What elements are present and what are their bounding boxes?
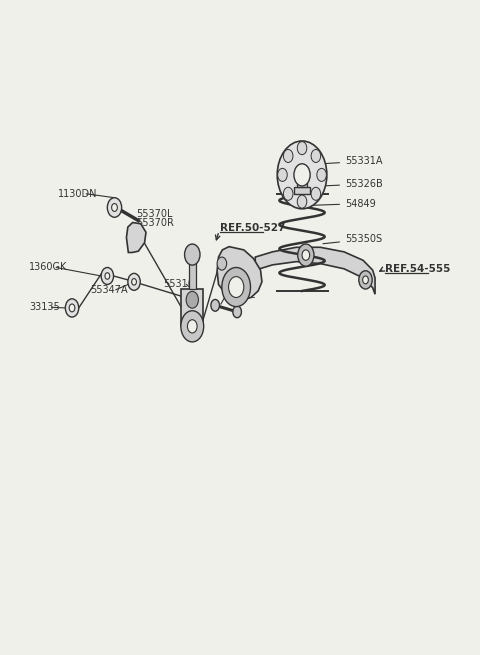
Text: 55370L: 55370L [136,208,172,219]
Polygon shape [189,255,196,289]
Polygon shape [255,248,375,294]
Circle shape [363,276,368,284]
Text: 55370R: 55370R [136,217,174,228]
Circle shape [186,291,198,309]
Circle shape [311,149,321,162]
Circle shape [65,299,79,317]
Polygon shape [181,289,203,326]
Circle shape [217,257,227,270]
Circle shape [211,299,219,311]
Text: REF.50-527: REF.50-527 [220,223,285,233]
Circle shape [298,244,314,266]
Circle shape [311,187,321,200]
Circle shape [112,204,117,212]
Text: 1360GK: 1360GK [29,263,68,272]
Text: 55392: 55392 [225,290,256,300]
Circle shape [283,187,293,200]
Circle shape [302,250,310,260]
Text: 55326B: 55326B [311,179,383,189]
Circle shape [222,267,251,307]
Text: 55347A: 55347A [90,285,128,295]
Text: 55350S: 55350S [323,234,382,244]
Text: 1130DN: 1130DN [58,189,97,199]
Circle shape [278,168,287,181]
Polygon shape [126,223,146,252]
Circle shape [132,278,136,285]
Text: 55331A: 55331A [313,156,383,166]
Circle shape [283,149,293,162]
Polygon shape [297,182,307,187]
Circle shape [297,141,307,155]
Circle shape [297,195,307,208]
Text: 55310: 55310 [163,280,193,290]
Circle shape [228,276,244,297]
Text: REF.54-555: REF.54-555 [385,264,450,274]
Circle shape [188,320,197,333]
Circle shape [105,272,110,279]
Circle shape [294,164,310,186]
Circle shape [128,273,140,290]
Circle shape [359,271,372,289]
Circle shape [317,168,326,181]
Circle shape [184,244,200,265]
Text: 33135: 33135 [29,302,60,312]
Circle shape [101,267,114,284]
Text: 54849: 54849 [309,198,376,208]
Circle shape [233,306,241,318]
Circle shape [181,310,204,342]
Circle shape [108,198,121,217]
Polygon shape [217,247,262,299]
Circle shape [277,141,327,209]
Circle shape [69,304,75,312]
Polygon shape [294,187,310,195]
